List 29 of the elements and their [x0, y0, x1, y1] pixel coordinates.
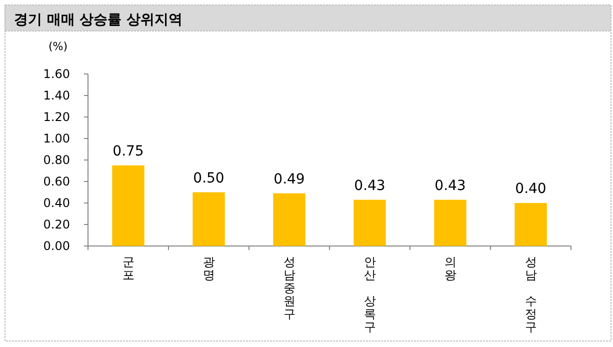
data-label: 0.40	[515, 181, 546, 197]
chart-title: 경기 매매 상승률 상위지역	[14, 12, 183, 28]
y-tick-label: 0.20	[43, 218, 70, 232]
x-tick-label: 성남중원구	[283, 255, 296, 321]
y-tick-label: 1.40	[43, 88, 70, 102]
data-label: 0.75	[112, 143, 144, 160]
y-tick-label: 1.60	[43, 67, 70, 81]
y-tick-label: 0.00	[43, 239, 70, 253]
bar	[192, 192, 225, 246]
y-tick-label: 1.20	[43, 110, 70, 124]
data-label: 0.43	[434, 178, 466, 194]
bar	[514, 203, 547, 246]
y-tick-label: 0.80	[43, 153, 70, 167]
data-label: 0.49	[274, 171, 305, 188]
x-tick-label: 성남 수정구	[524, 255, 537, 334]
y-tick-label: 0.40	[43, 196, 70, 210]
bar	[273, 193, 306, 246]
x-tick-label: 광명	[202, 255, 215, 282]
data-label: 0.43	[354, 178, 386, 194]
y-axis-title: (%)	[48, 40, 68, 53]
bar	[112, 165, 144, 246]
data-label: 0.50	[193, 170, 224, 186]
y-tick-label: 1.00	[43, 132, 70, 146]
x-tick-label: 군포	[122, 255, 134, 282]
x-tick-label: 안산 상록구	[364, 255, 376, 334]
bar	[354, 200, 386, 246]
y-tick-label: 0.60	[43, 174, 70, 188]
x-tick-label: 의왕	[444, 255, 456, 282]
bar	[434, 200, 466, 246]
